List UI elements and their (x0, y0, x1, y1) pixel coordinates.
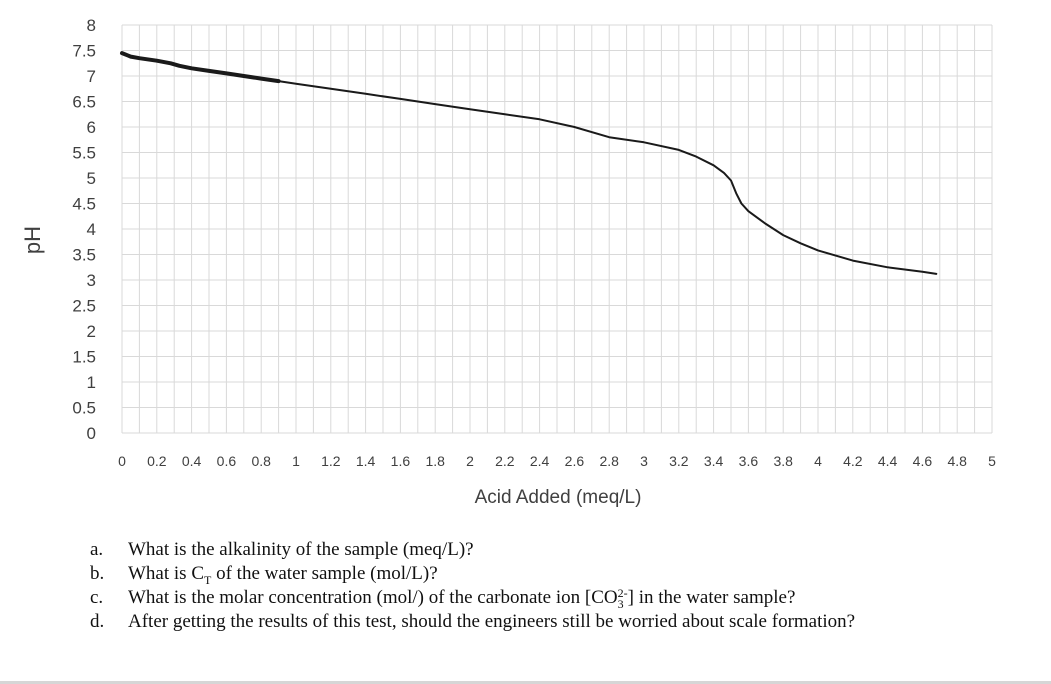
question-list: a. What is the alkalinity of the sample (… (90, 538, 1030, 634)
x-tick-label: 0.2 (147, 453, 167, 469)
series-line-thick-segment (120, 51, 281, 84)
x-axis-label: Acid Added (meq/L) (475, 487, 642, 508)
x-tick-label: 1.8 (425, 453, 445, 469)
y-tick-label: 3 (87, 271, 96, 290)
y-tick-label: 6.5 (72, 93, 96, 112)
x-tick-label: 0.4 (182, 453, 202, 469)
x-tick-label: 0.8 (251, 453, 271, 469)
y-tick-label: 3.5 (72, 246, 96, 265)
x-tick-label: 4.4 (878, 453, 898, 469)
x-tick-label: 3.4 (704, 453, 724, 469)
x-tick-label: 1 (292, 453, 300, 469)
y-tick-label: 7.5 (72, 42, 96, 61)
y-tick-labels: 0 0.5 1 1.5 2 2.5 3 3.5 4 4.5 5 5.5 6 6.5 7 7.5 8 (72, 16, 96, 443)
y-tick-label: 6 (87, 118, 96, 137)
grid-layer (121, 24, 993, 434)
x-tick-label: 2.2 (495, 453, 515, 469)
x-tick-label: 2.4 (530, 453, 550, 469)
question-letter: a. (90, 539, 104, 560)
y-tick-label: 2.5 (72, 297, 96, 316)
x-tick-label: 3.2 (669, 453, 689, 469)
y-axis-label: pH (20, 226, 45, 254)
y-tick-label: 8 (87, 16, 96, 35)
y-tick-label: 2 (87, 322, 96, 341)
x-tick-label: 2.6 (565, 453, 585, 469)
y-tick-label: 1.5 (72, 348, 96, 367)
y-tick-label: 1 (87, 373, 96, 392)
question-letter: c. (90, 587, 104, 608)
y-tick-label: 4 (87, 220, 96, 239)
x-tick-label: 2 (466, 453, 474, 469)
superscript: 2- (617, 585, 628, 600)
y-tick-label: 5 (87, 169, 96, 188)
x-tick-label: 3.6 (739, 453, 759, 469)
chart-svg: 0 0.5 1 1.5 2 2.5 3 3.5 4 4.5 5 5.5 6 6.5 7 7.5 8 0 0.2 0.… (20, 16, 996, 508)
question-item: c. What is the molar concentration (mol/)… (90, 586, 1030, 610)
question-letter: b. (90, 563, 105, 584)
series-layer (120, 51, 938, 275)
question-text: After getting the results of this test, … (128, 611, 856, 632)
question-letter: d. (90, 611, 105, 632)
question-item: b. What is C T of the water sample (mol/L… (90, 562, 1030, 586)
x-tick-label: 0 (118, 453, 126, 469)
y-tick-label: 5.5 (72, 144, 96, 163)
x-tick-label: 1.6 (391, 453, 411, 469)
question-text: What is the molar concentration (mol/) o… (128, 585, 796, 611)
x-tick-label: 4.2 (843, 453, 863, 469)
subscript: T (204, 572, 212, 587)
titration-chart: 0 0.5 1 1.5 2 2.5 3 3.5 4 4.5 5 5.5 6 6.5 7 7.5 8 0 0.2 0.… (20, 16, 996, 508)
x-tick-labels: 0 0.2 0.4 0.6 0.8 1 1.2 1.4 1.6 1.8 2 2.2 2.4 2.6 2.8 3… (118, 453, 996, 469)
question-text: What is C T of the water sample (mol/L)? (128, 563, 438, 587)
x-tick-label: 4.8 (947, 453, 967, 469)
y-tick-label: 0 (87, 424, 96, 443)
x-tick-label: 2.8 (599, 453, 619, 469)
x-tick-label: 3.8 (773, 453, 793, 469)
x-tick-label: 0.6 (217, 453, 237, 469)
x-tick-label: 4.6 (913, 453, 933, 469)
page-divider (0, 681, 1051, 684)
x-tick-label: 3 (640, 453, 648, 469)
y-tick-label: 4.5 (72, 195, 96, 214)
x-tick-label: 4 (814, 453, 822, 469)
y-tick-label: 0.5 (72, 399, 96, 418)
y-tick-label: 7 (87, 67, 96, 86)
x-tick-label: 1.2 (321, 453, 341, 469)
question-text: What is the alkalinity of the sample (me… (128, 539, 474, 560)
question-item: d. After getting the results of this test… (90, 610, 1030, 634)
subscript: 3 (617, 596, 624, 611)
x-tick-label: 5 (988, 453, 996, 469)
x-tick-label: 1.4 (356, 453, 376, 469)
question-item: a. What is the alkalinity of the sample (… (90, 538, 1030, 562)
